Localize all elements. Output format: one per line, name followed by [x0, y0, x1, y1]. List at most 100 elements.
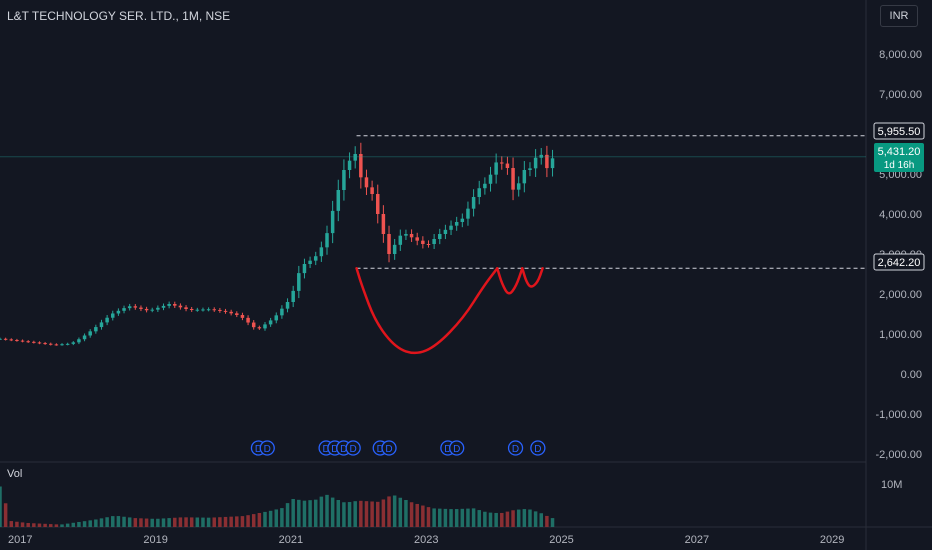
volume-bar — [48, 524, 53, 527]
volume-bar — [370, 501, 374, 527]
candle-body — [235, 313, 239, 315]
volume-bar — [0, 486, 2, 527]
handle-curve — [521, 267, 544, 288]
volume-bar — [116, 516, 121, 527]
handle-curve — [496, 267, 524, 295]
volume-bar — [15, 521, 19, 527]
volume-bar — [421, 505, 425, 527]
volume-bar — [206, 517, 211, 527]
dividend-marker — [449, 440, 465, 456]
volume-bar — [218, 517, 222, 527]
volume-bar — [212, 517, 216, 527]
bar-countdown: 1d 16h — [884, 160, 915, 171]
volume-bar — [364, 501, 369, 527]
candle-body — [99, 322, 104, 328]
candle-body — [460, 218, 465, 222]
candle-body — [218, 309, 222, 311]
candle-body — [438, 234, 442, 239]
candle-body — [313, 256, 318, 261]
dividend-marker-label: D — [385, 444, 392, 455]
currency-button[interactable]: INR — [880, 5, 918, 27]
candle-body — [370, 187, 374, 194]
current-price-tag-bg — [874, 143, 924, 172]
dividend-marker-label: D — [322, 444, 329, 455]
volume-bar — [251, 514, 256, 527]
volume-bar — [505, 511, 510, 527]
candle-body — [133, 306, 138, 308]
volume-bar — [516, 509, 521, 527]
volume-bar — [426, 507, 431, 527]
volume-bar — [398, 497, 403, 527]
volume-bar — [466, 508, 470, 527]
dividend-marker-label: D — [331, 444, 338, 455]
candle-body — [167, 304, 171, 306]
candle-body — [127, 306, 132, 309]
volume-bar — [257, 512, 262, 527]
candle-body — [195, 309, 200, 311]
volume-bar — [432, 508, 436, 527]
candle-body — [3, 338, 8, 340]
chart-title: L&T TECHNOLOGY SER. LTD., 1M, NSE — [7, 9, 231, 23]
volume-bar — [347, 502, 352, 527]
candle-body — [274, 315, 279, 321]
volume-bar — [313, 499, 318, 527]
candle-body — [263, 324, 267, 329]
x-tick-label: 2019 — [143, 534, 167, 546]
volume-bar — [150, 518, 154, 527]
volume-bar — [319, 496, 324, 527]
volume-bar — [438, 508, 442, 527]
candle-body — [325, 233, 329, 248]
volume-bar — [133, 518, 138, 527]
volume-bar — [122, 516, 126, 527]
volume-bar — [545, 515, 549, 527]
y-tick-label: 0.00 — [901, 369, 922, 381]
x-tick-label: 2021 — [279, 534, 303, 546]
volume-bar — [494, 512, 498, 527]
candle-body — [71, 342, 76, 344]
candle-body — [32, 341, 36, 343]
volume-bar — [522, 509, 527, 527]
candle-body — [353, 154, 357, 161]
candle-body — [0, 338, 2, 340]
volume-bar — [20, 522, 25, 527]
y-tick-label: 1,000.00 — [879, 329, 922, 341]
volume-bar — [26, 523, 30, 527]
dividend-marker-label: D — [453, 444, 460, 455]
volume-bar — [94, 519, 98, 527]
volume-bar — [161, 518, 166, 527]
candle-body — [189, 309, 194, 310]
volume-bar — [302, 500, 307, 527]
candle-body — [454, 222, 459, 226]
candle-body — [212, 309, 216, 311]
candle-body — [54, 344, 59, 346]
volume-bar — [539, 513, 543, 527]
candle-body — [398, 235, 403, 245]
candle-body — [297, 273, 301, 291]
candle-body — [409, 234, 414, 238]
dividend-marker — [259, 440, 275, 456]
candle-body — [500, 162, 504, 164]
candle-body — [223, 310, 228, 312]
high-price-tag: 5,955.50 — [878, 126, 921, 138]
volume-bar — [235, 516, 239, 527]
candle-body — [184, 307, 188, 309]
candle-body — [144, 308, 149, 311]
volume-bar — [387, 496, 391, 527]
dividend-marker-label: D — [377, 444, 384, 455]
candle-body — [488, 174, 493, 184]
volume-bar — [240, 516, 245, 527]
candle-body — [240, 315, 245, 318]
x-tick-label: 2023 — [414, 534, 438, 546]
candle-body — [43, 343, 47, 345]
candle-body — [280, 308, 284, 316]
cup-and-handle-drawing[interactable] — [355, 267, 544, 355]
volume-bar — [471, 508, 476, 527]
candle-body — [229, 311, 233, 314]
volume-bar — [229, 516, 233, 527]
candle-body — [150, 309, 154, 311]
time-axis[interactable]: 2017 2019 2021 2023 2025 2027 2029 — [8, 534, 844, 546]
volume-bar — [550, 518, 555, 527]
volume-bar — [359, 500, 363, 527]
